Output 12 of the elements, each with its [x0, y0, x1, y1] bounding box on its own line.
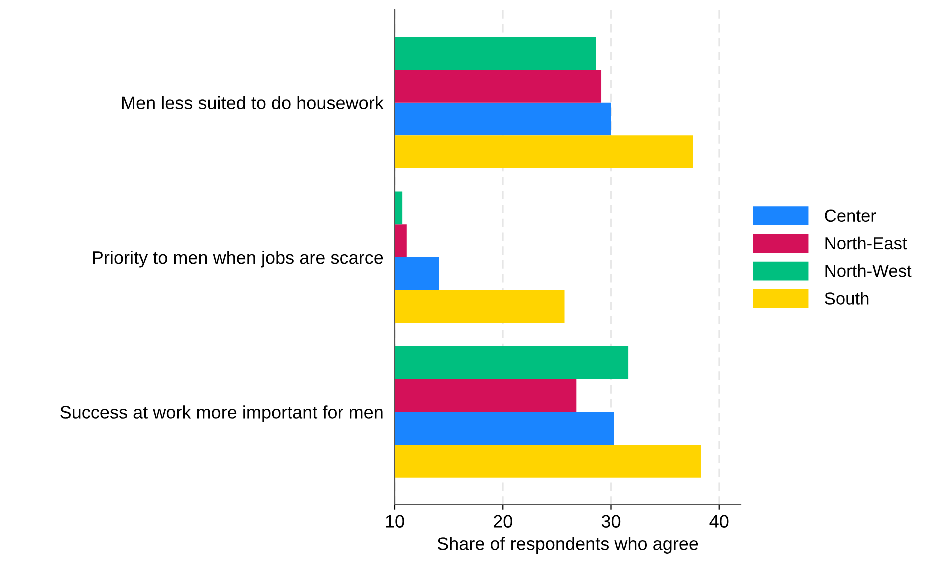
x-tick-label: 40: [710, 515, 729, 528]
legend-label: North-West: [826, 264, 912, 278]
y-tick-label: Men less suited to do housework: [122, 96, 384, 110]
x-tick-label: 10: [386, 515, 404, 528]
legend-label: North-East: [826, 236, 908, 250]
y-tick-label: Priority to men when jobs are scarce: [93, 250, 384, 268]
x-axis-title: Share of respondents who agree: [438, 537, 698, 554]
legend-label: South: [825, 292, 869, 305]
x-tick-label: 30: [602, 515, 621, 528]
y-tick-label: Success at work more important for men: [60, 406, 383, 422]
legend-label: Center: [825, 210, 876, 222]
x-tick-label: 20: [494, 515, 512, 528]
